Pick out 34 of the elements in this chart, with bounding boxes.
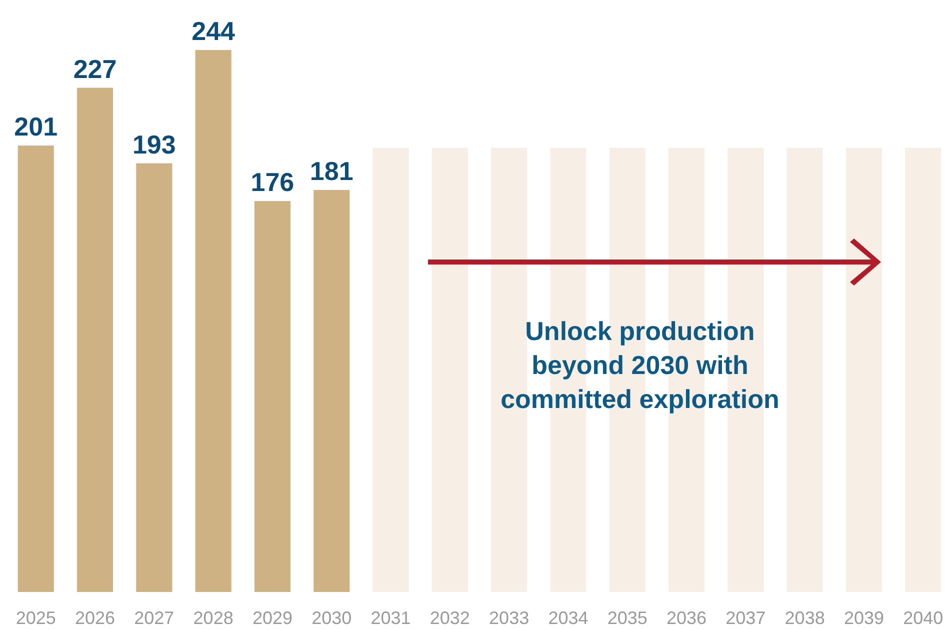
annotation: Unlock production beyond 2030 with committed exploration bbox=[500, 316, 780, 414]
x-tick-label: 2029 bbox=[252, 608, 292, 628]
x-tick-label: 2025 bbox=[16, 608, 56, 628]
x-tick-label: 2033 bbox=[489, 608, 530, 628]
x-tick-label: 2027 bbox=[134, 608, 174, 628]
x-tick-label: 2030 bbox=[312, 608, 352, 628]
x-tick-label: 2031 bbox=[370, 608, 411, 628]
x-tick-label: 2039 bbox=[844, 608, 884, 628]
bar bbox=[136, 163, 172, 592]
data-label: 201 bbox=[14, 112, 58, 142]
bar bbox=[195, 50, 232, 592]
bar bbox=[18, 146, 54, 592]
x-tick-label: 2028 bbox=[193, 608, 234, 628]
bar bbox=[786, 148, 823, 592]
bar bbox=[846, 148, 882, 592]
x-tick-label: 2038 bbox=[784, 608, 825, 628]
bar bbox=[905, 148, 942, 592]
bar bbox=[254, 201, 291, 592]
data-label: 181 bbox=[310, 156, 354, 186]
x-tick-label: 2037 bbox=[726, 608, 766, 628]
bar bbox=[314, 190, 350, 592]
bar bbox=[432, 148, 468, 592]
x-tick-label: 2035 bbox=[607, 608, 648, 628]
x-tick-label: 2040 bbox=[903, 608, 944, 628]
bar bbox=[76, 88, 114, 592]
x-tick-label: 2032 bbox=[430, 608, 470, 628]
bar bbox=[372, 148, 409, 592]
data-label: 227 bbox=[73, 54, 117, 84]
data-label: 244 bbox=[192, 16, 236, 46]
x-tick-label: 2036 bbox=[666, 608, 707, 628]
x-tick-label: 2026 bbox=[75, 608, 116, 628]
data-label: 176 bbox=[250, 167, 294, 198]
data-label: 193 bbox=[132, 129, 176, 160]
x-tick-label: 2034 bbox=[548, 608, 588, 628]
